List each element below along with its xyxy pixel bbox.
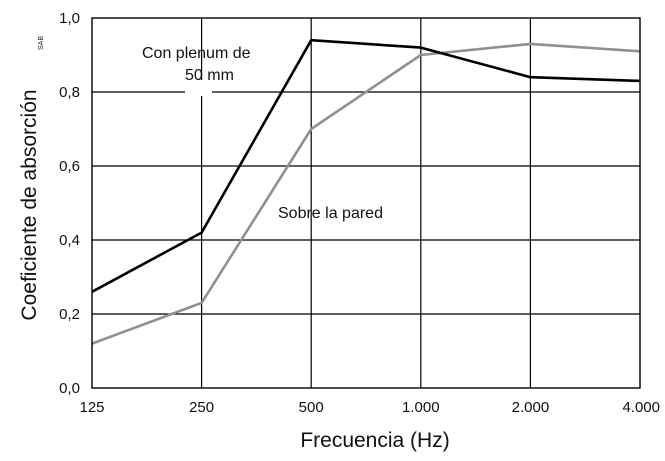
annotation-plenum-line2: 50 mm bbox=[185, 67, 234, 84]
x-tick-labels: 125 250 500 1.000 2.000 4.000 bbox=[79, 399, 660, 416]
y-tick-label: 0,6 bbox=[59, 158, 80, 175]
annotation-plenum-line1: Con plenum de bbox=[142, 45, 251, 62]
x-tick-label: 250 bbox=[189, 399, 214, 416]
y-tick-label: 1,0 bbox=[59, 10, 80, 27]
series-lines bbox=[91, 38, 641, 345]
y-axis-title: Coeficiente de absorción bbox=[18, 89, 41, 320]
y-tick-label: 0,2 bbox=[59, 306, 80, 323]
y-tick-label: 0,8 bbox=[59, 84, 80, 101]
annotation-sobre-la-pared: Sobre la pared bbox=[278, 205, 383, 222]
series-line-0 bbox=[91, 38, 641, 293]
series-line-1 bbox=[91, 42, 641, 345]
annotation-plenum: Con plenum de 50 mm bbox=[142, 45, 251, 96]
y-axis-title-group: Coeficiente de absorción SAB bbox=[18, 36, 45, 321]
x-tick-label: 500 bbox=[299, 399, 324, 416]
x-axis-title: Frecuencia (Hz) bbox=[300, 429, 449, 452]
y-axis-subscript: SAB bbox=[38, 36, 45, 50]
plot-border bbox=[91, 17, 641, 389]
plot-frame bbox=[91, 17, 641, 389]
y-tick-labels: 0,0 0,2 0,4 0,6 0,8 1,0 bbox=[59, 10, 80, 397]
x-tick-label: 4.000 bbox=[622, 399, 660, 416]
y-tick-label: 0,4 bbox=[59, 232, 80, 249]
y-tick-label: 0,0 bbox=[59, 380, 80, 397]
x-tick-label: 2.000 bbox=[512, 399, 550, 416]
grid bbox=[92, 18, 640, 388]
x-tick-label: 125 bbox=[79, 399, 104, 416]
x-tick-label: 1.000 bbox=[402, 399, 440, 416]
